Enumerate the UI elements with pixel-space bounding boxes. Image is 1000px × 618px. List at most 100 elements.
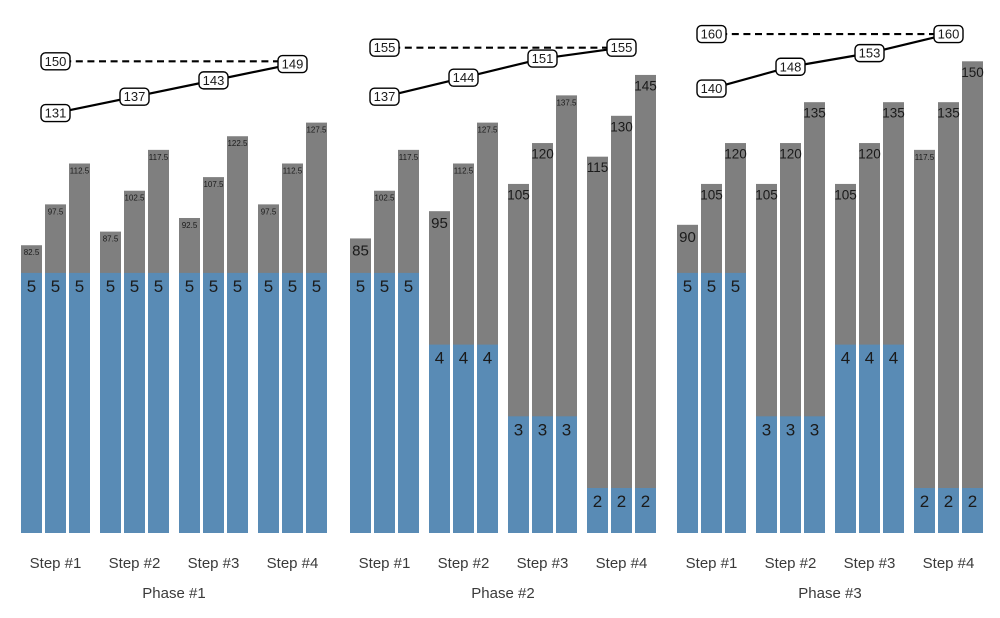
value-box-label: 148 [780,59,802,74]
blue-value-label: 5 [683,277,692,296]
blue-value-label: 4 [889,349,898,368]
bar-blue-segment [883,344,904,533]
bar-total-segment [611,115,632,534]
value-box-label: 151 [532,51,554,66]
value-box-label: 160 [938,27,960,42]
bar-blue-segment [780,416,801,533]
bar-total-label: 102.5 [374,194,395,203]
bar-blue-segment [859,344,880,533]
bar-total-label: 120 [858,147,881,162]
bar-total-label: 117.5 [399,153,419,162]
bar-total-label: 135 [882,106,905,121]
bar-blue-segment [227,272,248,533]
bar-blue-segment [611,488,632,533]
bar-blue-segment [282,272,303,533]
progress-line [710,32,950,90]
bar-blue-segment [914,488,935,533]
bar-total-label: 87.5 [103,235,119,244]
value-box [775,57,806,76]
bar-total-label: 112.5 [454,166,474,175]
step-label: Step #2 [765,555,817,572]
bar-blue-segment [453,344,474,533]
bar-total-label: 105 [700,187,723,202]
value-box [527,49,558,68]
bar-blue-segment [635,488,656,533]
progress-line [54,62,294,115]
bar-blue-segment [508,416,529,533]
bar-blue-segment [477,344,498,533]
value-box [277,54,308,74]
blue-value-label: 5 [731,277,740,296]
value-box-label: 150 [45,54,67,69]
value-box-label: 137 [124,89,146,104]
step-label: Step #4 [923,555,975,572]
value-box-label: 149 [282,57,304,72]
bar-blue-segment [804,416,825,533]
bar-total-label: 90 [679,229,696,246]
bar-blue-segment [124,272,145,533]
value-box-label: 144 [453,70,475,85]
bar-total-label: 137.5 [556,98,577,107]
bar-total-label: 120 [724,147,747,162]
blue-value-label: 5 [288,277,297,296]
bar-blue-segment [938,488,959,533]
blue-value-label: 3 [538,420,547,439]
step-label: Step #4 [596,555,648,572]
bar-total-label: 92.5 [182,221,198,230]
blue-value-label: 5 [707,277,716,296]
blue-value-label: 3 [562,420,571,439]
bar-total-label: 127.5 [306,126,327,135]
phase-label: Phase #2 [471,585,534,602]
blue-value-label: 5 [185,277,194,296]
value-box-label: 131 [45,106,67,121]
bar-total-label: 112.5 [283,166,303,175]
blue-value-label: 5 [264,277,273,296]
blue-value-label: 5 [154,277,163,296]
blue-value-label: 3 [762,420,771,439]
bar-total-label: 127.5 [477,126,498,135]
blue-value-label: 5 [312,277,321,296]
bar-total-label: 122.5 [227,139,248,148]
bar-total-segment [938,102,959,534]
step-label: Step #4 [267,555,319,572]
bar-blue-segment [756,416,777,533]
bar-total-label: 115 [587,160,609,175]
blue-value-label: 2 [593,492,602,511]
blue-value-label: 5 [233,277,242,296]
value-box-label: 153 [859,46,881,61]
blue-value-label: 3 [514,420,523,439]
bar-total-label: 85 [352,242,369,259]
value-box-label: 137 [374,89,396,104]
bar-blue-segment [69,272,90,533]
blue-value-label: 3 [810,420,819,439]
step-label: Step #1 [30,555,82,572]
bar-total-segment [914,149,935,534]
bar-total-label: 130 [610,119,633,134]
value-box [606,38,637,57]
step-label: Step #2 [109,555,161,572]
step-label: Step #1 [686,555,738,572]
bar-total-label: 135 [803,106,826,121]
bar-total-label: 120 [531,147,554,162]
step-label: Step #3 [517,555,569,572]
value-box [369,38,400,57]
value-box-label: 155 [374,40,396,55]
bar-blue-segment [725,272,746,533]
value-box [40,103,71,123]
blue-value-label: 2 [944,492,953,511]
bar-total-label: 105 [755,187,778,202]
value-box [933,24,964,44]
blue-value-label: 5 [27,277,36,296]
bar-blue-segment [587,488,608,533]
blue-value-label: 5 [130,277,139,296]
value-box-label: 155 [611,40,633,55]
value-box [198,71,229,90]
value-box [40,52,71,71]
blue-value-label: 4 [865,349,874,368]
bar-blue-segment [45,272,66,533]
bar-total-label: 95 [431,215,448,232]
phase-label: Phase #3 [798,585,861,602]
bar-blue-segment [429,344,450,533]
bar-total-label: 117.5 [915,153,935,162]
value-box [854,43,885,63]
